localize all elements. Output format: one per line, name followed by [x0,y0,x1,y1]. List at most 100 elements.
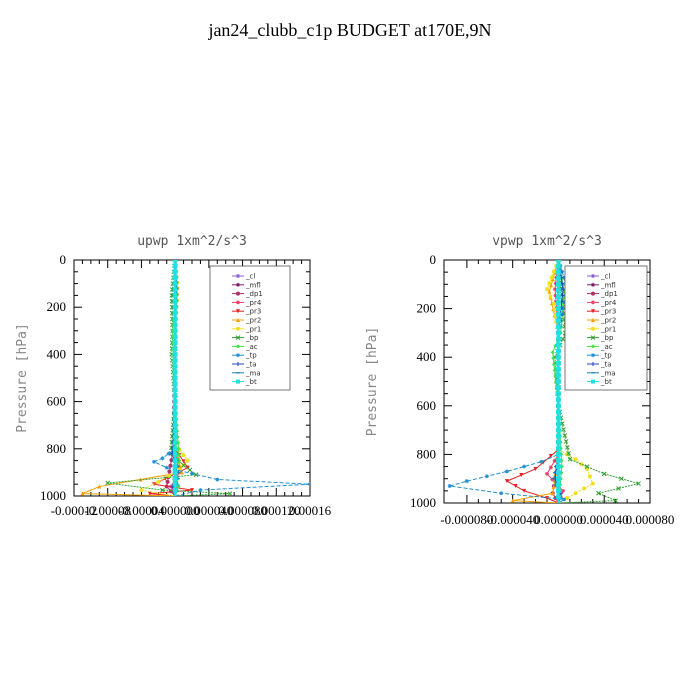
data-point [80,491,85,496]
data-point [545,471,549,476]
legend-marker [591,318,595,322]
data-point [556,281,561,287]
data-point [227,491,233,496]
x-tick-label: 0.000000 [151,503,200,518]
data-point [172,375,178,381]
legend-marker [236,318,240,322]
data-point [522,464,527,469]
legend-marker [591,326,595,331]
data-point [519,473,524,478]
series-bt [556,260,561,503]
data-point [556,464,561,469]
panel-title: vpwp 1xm^2/s^3 [492,234,602,249]
data-point [556,373,561,378]
legend-label: _bp [600,334,614,342]
data-point [198,488,203,493]
y-tick-label: 400 [417,349,437,364]
legend-marker [236,362,240,366]
data-point [590,481,595,486]
data-point [556,482,561,488]
data-point [97,484,102,489]
data-point [551,301,556,306]
data-point [168,463,173,468]
y-tick-label: 200 [47,299,67,314]
data-point [613,498,619,503]
data-point [510,498,515,503]
legend-label: _ac [600,343,613,351]
plot-area [447,260,641,503]
data-point [561,488,566,493]
legend-label: _pr4 [245,299,262,307]
data-point [522,488,527,493]
data-point [556,269,561,275]
legend-label: _ta [600,361,612,369]
x-tick-label: -0.00012 [51,503,98,518]
data-point [177,458,182,463]
legend: _cl_mfl_dp1_pr4_pr3_pr2_pr1_bp_ac_tp_ta_… [564,265,648,391]
data-point [573,457,578,462]
data-point [562,433,568,438]
data-point [172,352,178,357]
data-point [556,445,561,451]
data-point [172,293,178,298]
x-tick-label: 0.000120 [252,503,301,518]
data-point [556,385,561,390]
data-point [533,466,538,471]
data-point [139,488,144,493]
series-bt [172,260,178,496]
legend-marker [591,274,595,278]
data-point [504,479,509,484]
data-point [172,363,178,369]
data-point [556,330,561,336]
data-point [561,427,566,432]
data-point [556,415,561,421]
legend-label: _pr2 [245,317,261,325]
panel-title: upwp 1xm^2/s^3 [137,234,247,249]
data-point [147,491,152,496]
data-point [169,458,174,463]
data-point [172,387,178,393]
legend-marker [591,300,595,305]
data-point [584,464,590,469]
legend-marker [591,282,595,287]
plot-area [80,260,310,496]
data-point [556,403,561,409]
legend-marker [236,291,240,296]
data-point [601,471,607,477]
data-point [556,409,561,415]
data-point [553,281,558,286]
series-line [82,260,183,496]
data-point [556,263,561,269]
legend-marker [236,379,240,384]
data-point [539,459,544,464]
data-point [550,350,555,355]
legend-label: _mfl [245,281,261,289]
data-point [551,269,556,274]
legend-box [209,265,291,391]
figure-title: jan24_clubb_c1p BUDGET at170E,9N [208,20,492,40]
data-point [556,287,561,293]
data-point [165,479,170,484]
data-point [564,445,570,450]
data-point [636,481,641,486]
y-tick-label: 1000 [40,488,66,503]
legend-label: _pr1 [245,325,261,333]
data-point [553,293,558,298]
data-point [172,446,178,452]
legend-label: _ac [245,343,258,351]
legend-marker [590,335,596,340]
data-point [556,397,561,403]
legend-label: _bt [600,378,612,386]
data-point [172,393,178,399]
y-tick-label: 1000 [410,495,436,510]
data-point [545,287,549,292]
legend-marker [591,291,595,296]
legend-label: _bt [245,378,257,386]
y-tick-label: 600 [47,394,67,409]
data-point [172,340,178,345]
data-point [172,287,178,292]
data-point [156,479,161,484]
y-axis-label: Pressure [hPa] [15,323,30,433]
data-point [556,360,561,366]
data-point [559,421,565,426]
